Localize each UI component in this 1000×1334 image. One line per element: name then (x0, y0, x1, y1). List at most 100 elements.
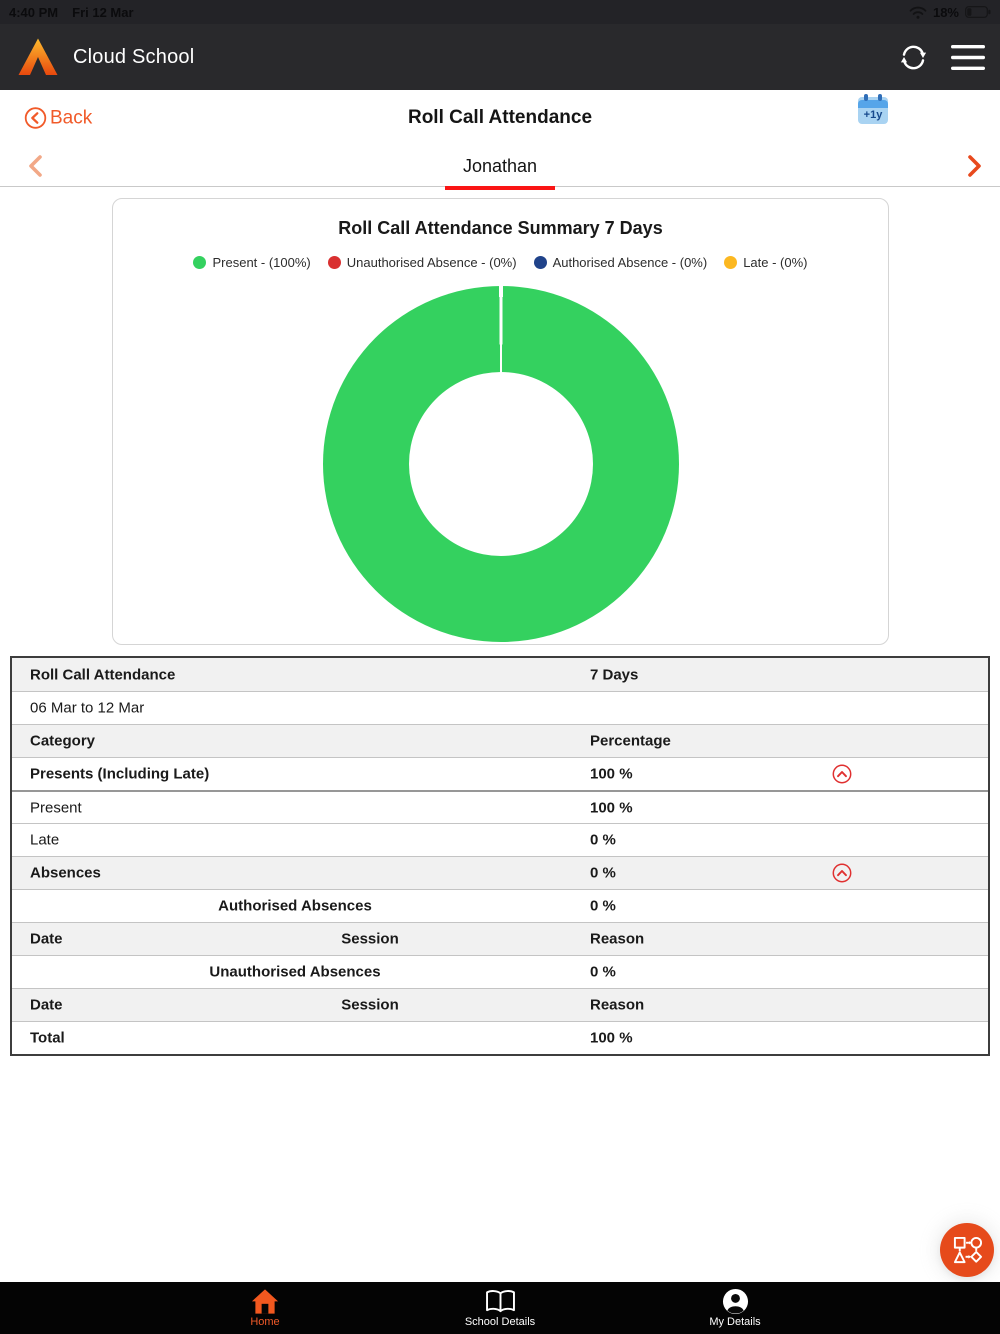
status-time: 4:40 PM (9, 4, 59, 20)
table-row: Date Session Reason (12, 988, 988, 1021)
table-row: Roll Call Attendance 7 Days (12, 658, 988, 691)
table-row: Authorised Absences 0 % (12, 889, 988, 922)
table-cell: 0 % (590, 963, 616, 981)
attendance-table: Roll Call Attendance 7 Days 06 Mar to 12 M… (10, 656, 990, 1056)
table-row: Present 100 % (12, 790, 988, 823)
table-row: Unauthorised Absences 0 % (12, 955, 988, 988)
table-cell: Percentage (590, 732, 671, 750)
flowchart-icon (952, 1235, 983, 1266)
table-cell: 100 % (590, 765, 633, 783)
chevron-up-circle-icon (832, 863, 852, 883)
legend-item: Late - (0%) (724, 255, 808, 270)
table-cell: Late (30, 831, 60, 849)
attendance-chart-card: Roll Call Attendance Summary 7 Days Pres… (112, 198, 889, 645)
student-name-label: Jonathan (462, 155, 538, 176)
tab-bar: Home School Details My Details (0, 1282, 1000, 1334)
hamburger-icon (951, 44, 985, 70)
calendar-ring-icon (864, 94, 868, 101)
sync-icon (898, 42, 929, 73)
legend-dot (327, 256, 341, 269)
person-icon (722, 1288, 749, 1314)
student-name: Jonathan (444, 155, 555, 190)
battery-percent: 18% (932, 4, 959, 20)
add-year-calendar-button[interactable]: +1y (858, 94, 888, 124)
app-title: Cloud School (73, 45, 195, 68)
table-cell: 100 % (590, 799, 633, 816)
table-cell: Category (30, 732, 96, 750)
donut-chart-wrap (322, 286, 679, 642)
table-row: Presents (Including Late) 100 % (12, 757, 988, 790)
legend-item: Unauthorised Absence - (0%) (327, 255, 517, 270)
donut-hole (408, 372, 593, 556)
back-button[interactable]: Back (24, 107, 92, 130)
student-underline (444, 185, 555, 190)
back-label: Back (50, 107, 93, 128)
table-cell: Absences (30, 864, 101, 882)
table-cell: Total (30, 1029, 65, 1047)
legend-item: Present - (100%) (193, 255, 311, 270)
chart-legend: Present - (100%) Unauthorised Absence - (… (113, 255, 888, 270)
table-cell: 100 % (590, 1029, 633, 1047)
table-cell: Presents (Including Late) (30, 765, 210, 783)
back-circle-icon (24, 107, 47, 130)
relationships-fab-button[interactable] (940, 1223, 994, 1277)
app-logo-icon (15, 34, 61, 80)
book-icon (484, 1288, 517, 1314)
collapse-section-button[interactable] (832, 863, 852, 883)
table-row: Date Session Reason (12, 922, 988, 955)
table-cell: 0 % (590, 864, 616, 882)
tab-home[interactable]: Home (148, 1282, 383, 1334)
page-title: Roll Call Attendance (407, 107, 593, 128)
calendar-ring-icon (878, 94, 882, 101)
chevron-up-circle-icon (832, 764, 852, 784)
legend-label: Late - (0%) (743, 255, 808, 270)
table-row: Absences 0 % (12, 856, 988, 889)
home-icon (251, 1288, 279, 1314)
status-bar: 4:40 PM Fri 12 Mar 18% (0, 0, 1000, 24)
table-cell: 7 Days (590, 666, 639, 683)
table-row: Category Percentage (12, 724, 988, 757)
table-cell: 06 Mar to 12 Mar (30, 699, 145, 717)
tab-label: My Details (709, 1316, 761, 1328)
legend-dot (724, 256, 738, 269)
menu-button[interactable] (951, 44, 985, 70)
nav-row: Back Roll Call Attendance +1y (0, 90, 1000, 146)
table-cell: Unauthorised Absences (209, 963, 381, 981)
tab-label: Home (250, 1316, 280, 1328)
table-cell: Date (30, 996, 63, 1014)
chevron-right-icon (966, 154, 984, 178)
collapse-section-button[interactable] (832, 764, 852, 784)
table-cell: Date (30, 930, 63, 948)
legend-label: Present - (100%) (212, 255, 311, 270)
previous-student-button[interactable] (26, 154, 44, 178)
legend-item: Authorised Absence - (0%) (533, 255, 708, 270)
table-row: Late 0 % (12, 823, 988, 856)
legend-label: Authorised Absence - (0%) (552, 255, 708, 270)
table-cell: Authorised Absences (218, 897, 372, 915)
battery-icon (965, 6, 991, 18)
chevron-left-icon (26, 154, 44, 178)
table-cell: 0 % (590, 897, 616, 915)
app-header: Cloud School (0, 24, 1000, 90)
table-cell: Reason (590, 996, 645, 1014)
table-row: Total 100 % (12, 1021, 988, 1054)
tab-school-details[interactable]: School Details (383, 1282, 618, 1334)
calendar-band (858, 100, 888, 108)
table-cell: Roll Call Attendance (30, 666, 176, 683)
table-cell: Session (341, 930, 399, 948)
tab-my-details[interactable]: My Details (618, 1282, 853, 1334)
table-cell: Present (30, 799, 82, 816)
chart-title: Roll Call Attendance Summary 7 Days (338, 218, 663, 238)
legend-label: Unauthorised Absence - (0%) (346, 255, 517, 270)
table-cell: Session (341, 996, 399, 1014)
next-student-button[interactable] (966, 154, 984, 178)
tab-label: School Details (464, 1316, 536, 1328)
wifi-icon (909, 6, 927, 19)
student-pager: Jonathan (0, 146, 1000, 190)
table-row: 06 Mar to 12 Mar (12, 691, 988, 724)
legend-dot (193, 256, 207, 269)
legend-dot (533, 256, 547, 269)
table-cell: Reason (590, 930, 645, 948)
sync-button[interactable] (898, 42, 929, 73)
